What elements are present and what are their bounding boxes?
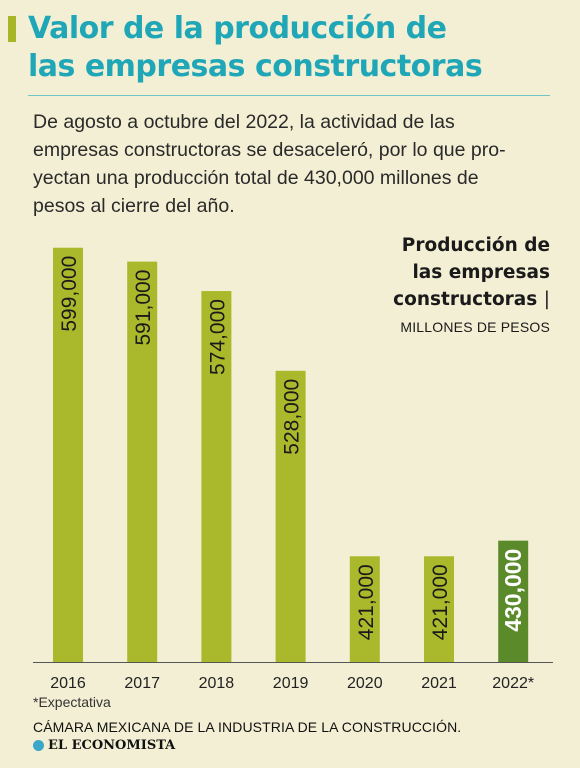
intro-paragraph: De agosto a octubre del 2022, la activid… bbox=[33, 108, 543, 220]
intro-line-2: empresas constructoras se desaceleró, po… bbox=[33, 139, 506, 161]
bar-value-label: 591,000 bbox=[132, 270, 155, 346]
bar-value-label: 574,000 bbox=[206, 299, 229, 375]
legend-title-line-1: Producción de bbox=[401, 235, 550, 256]
bar-2019 bbox=[275, 370, 306, 662]
source-note: CÁMARA MEXICANA DE LA INDUSTRIA DE LA CO… bbox=[33, 719, 462, 735]
x-tick-label: 2021 bbox=[421, 675, 457, 692]
bar-2017 bbox=[127, 261, 158, 662]
legend-title-line-3-text: constructoras bbox=[393, 289, 538, 310]
bar-2016 bbox=[53, 247, 83, 662]
x-tick-label: 2022* bbox=[492, 675, 534, 692]
title-divider bbox=[28, 95, 550, 96]
page-title: Valor de la producción de las empresas c… bbox=[28, 10, 558, 86]
title-line-2: las empresas constructoras bbox=[28, 49, 483, 84]
footnote: *Expectativa bbox=[33, 694, 111, 710]
legend-title: Producción de las empresas constructoras… bbox=[393, 232, 550, 313]
bar-value-label: 421,000 bbox=[429, 564, 452, 640]
x-tick-label: 2017 bbox=[124, 675, 160, 692]
title-accent-bar bbox=[8, 16, 16, 42]
x-tick-label: 2016 bbox=[50, 675, 86, 692]
intro-line-1: De agosto a octubre del 2022, la activid… bbox=[33, 111, 455, 133]
x-tick-label: 2019 bbox=[273, 675, 309, 692]
title-line-1: Valor de la producción de bbox=[28, 11, 447, 46]
legend-separator: | bbox=[543, 289, 550, 310]
intro-line-3: yectan una producción total de 430,000 m… bbox=[33, 167, 479, 189]
brand-logo: EL ECONOMISTA bbox=[33, 738, 175, 753]
bar-value-label: 599,000 bbox=[58, 256, 81, 332]
x-tick-label: 2018 bbox=[199, 675, 235, 692]
bar-2018 bbox=[201, 291, 232, 662]
bar-2021 bbox=[424, 556, 454, 662]
chart-legend: Producción de las empresas constructoras… bbox=[393, 232, 550, 335]
bar-value-label: 430,000 bbox=[500, 549, 526, 632]
bar-value-label: 421,000 bbox=[355, 564, 378, 640]
globe-icon bbox=[33, 740, 44, 751]
legend-unit: MILLONES DE PESOS bbox=[400, 319, 550, 335]
brand-name: EL ECONOMISTA bbox=[48, 738, 176, 753]
intro-line-4: pesos al cierre del año. bbox=[33, 195, 235, 217]
bar-value-label: 528,000 bbox=[281, 379, 304, 455]
bar-2020 bbox=[349, 556, 380, 662]
x-tick-label: 2020 bbox=[347, 675, 383, 692]
legend-title-line-3: constructoras | bbox=[393, 286, 550, 313]
legend-title-line-2: las empresas bbox=[412, 262, 550, 283]
bar-2022 bbox=[498, 540, 529, 662]
